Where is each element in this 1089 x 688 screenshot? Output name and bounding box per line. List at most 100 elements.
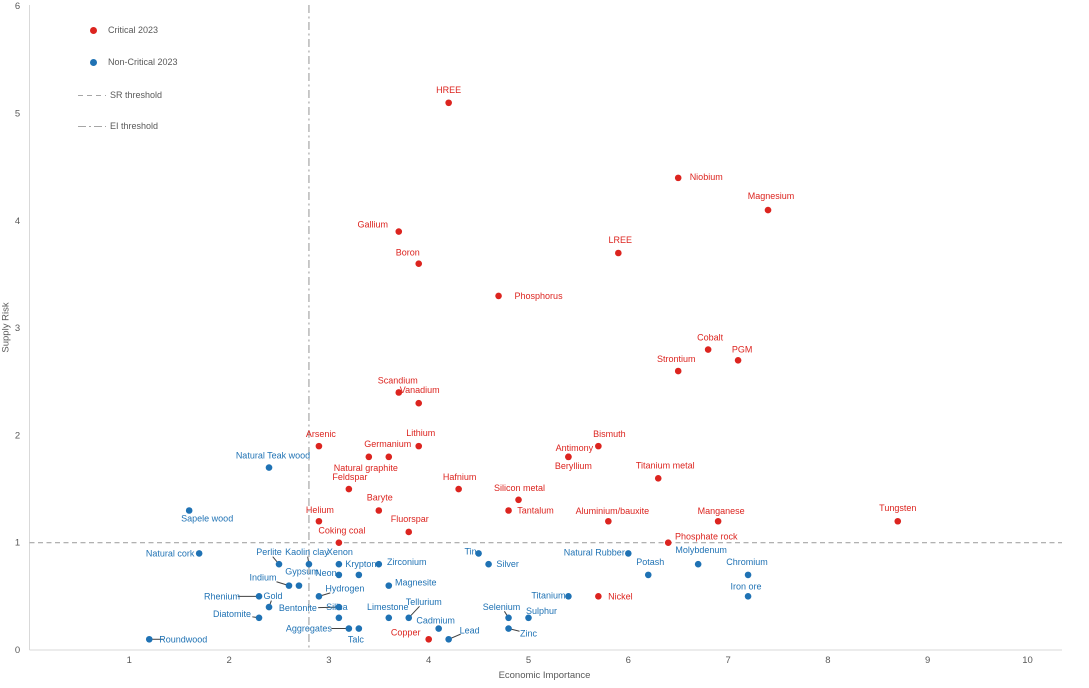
point-label-vanadium: Vanadium bbox=[400, 385, 440, 395]
point-label-hydrogen: Hydrogen bbox=[325, 583, 364, 593]
point-label-beryllium: Beryllium bbox=[555, 461, 592, 471]
point-label-pgm: PGM bbox=[732, 344, 753, 354]
point-label-xenon: Xenon bbox=[327, 547, 353, 557]
point-arsenic bbox=[315, 442, 323, 450]
point-strontium bbox=[674, 367, 682, 375]
point-label-hree: HREE bbox=[436, 85, 461, 95]
point-talc bbox=[355, 625, 363, 632]
dashed-line-icon bbox=[78, 94, 106, 96]
legend-critical-label: Critical 2023 bbox=[108, 25, 159, 35]
point-selenium bbox=[505, 614, 512, 622]
y-tick-label: 6 bbox=[15, 1, 20, 12]
point-tantalum bbox=[505, 507, 512, 514]
point-boron bbox=[415, 260, 423, 268]
point-nickel bbox=[595, 593, 602, 600]
point-perlite bbox=[275, 560, 283, 568]
point-label-lead: Lead bbox=[460, 625, 480, 635]
point-natural-rubber bbox=[625, 550, 632, 557]
point-label-rhenium: Rhenium bbox=[204, 591, 240, 601]
point-label-talc: Talc bbox=[348, 635, 365, 645]
point-tin bbox=[475, 550, 482, 557]
point-label-indium: Indium bbox=[249, 573, 276, 583]
point-label-iron-ore: Iron ore bbox=[731, 581, 762, 591]
point-pgm bbox=[734, 356, 742, 364]
point-label-chromium: Chromium bbox=[726, 557, 768, 567]
point-label-hafnium: Hafnium bbox=[443, 472, 477, 482]
point-label-kaolin-clay: Kaolin clay bbox=[285, 547, 329, 557]
point-sulphur bbox=[525, 614, 532, 622]
x-tick-label: 4 bbox=[426, 655, 431, 666]
point-label-gallium: Gallium bbox=[358, 220, 389, 230]
point-silicon-metal bbox=[515, 496, 522, 504]
point-niobium bbox=[674, 174, 682, 182]
point-coking-coal bbox=[335, 539, 343, 546]
leader-line-bentonite bbox=[318, 606, 339, 609]
point-hydrogen bbox=[315, 593, 323, 600]
point-label-gold: Gold bbox=[264, 591, 283, 601]
point-label-tungsten: Tungsten bbox=[879, 503, 916, 513]
point-phosphate-rock bbox=[664, 539, 672, 546]
point-silver bbox=[485, 560, 492, 568]
point-label-magnesite: Magnesite bbox=[395, 578, 437, 588]
y-tick-label: 3 bbox=[15, 323, 20, 334]
point-label-cobalt: Cobalt bbox=[697, 333, 724, 343]
point-label-aggregates: Aggregates bbox=[286, 624, 333, 634]
point-label-sulphur: Sulphur bbox=[526, 606, 557, 616]
point-label-bentonite: Bentonite bbox=[279, 603, 317, 613]
point-xenon bbox=[335, 560, 343, 568]
point-rhenium bbox=[255, 593, 263, 600]
point-gallium bbox=[395, 228, 403, 235]
point-potash bbox=[644, 571, 652, 579]
point-sapele-wood bbox=[185, 507, 193, 514]
x-tick-label: 3 bbox=[326, 655, 331, 666]
point-label-natural-graphite: Natural graphite bbox=[334, 463, 398, 473]
point-gold bbox=[265, 603, 273, 611]
point-label-perlite: Perlite bbox=[256, 547, 282, 557]
critical-dot-icon bbox=[90, 26, 97, 34]
point-natural-cork bbox=[195, 550, 203, 557]
point-label-cadmium: Cadmium bbox=[416, 616, 455, 626]
legend-item-ei-threshold: EI threshold bbox=[78, 121, 158, 131]
point-tungsten bbox=[894, 517, 902, 525]
point-kaolin-clay bbox=[305, 560, 313, 568]
point-beryllium bbox=[565, 453, 572, 461]
legend-item-critical: Critical 2023 bbox=[90, 25, 158, 35]
point-zinc bbox=[505, 625, 512, 632]
x-axis-title: Economic Importance bbox=[498, 670, 591, 681]
x-tick-label: 8 bbox=[825, 655, 830, 666]
point-helium bbox=[315, 517, 323, 525]
point-molybdenum bbox=[694, 560, 702, 568]
x-tick-label: 1 bbox=[127, 655, 132, 666]
y-tick-label: 1 bbox=[15, 538, 20, 549]
point-label-tantalum: Tantalum bbox=[517, 506, 554, 516]
point-cobalt bbox=[704, 346, 712, 353]
x-tick-label: 2 bbox=[226, 655, 231, 666]
x-tick-label: 7 bbox=[725, 655, 730, 666]
point-iron-ore bbox=[744, 593, 752, 600]
point-indium bbox=[285, 582, 293, 589]
point-hree bbox=[445, 99, 452, 107]
y-tick-label: 4 bbox=[15, 216, 20, 227]
point-silica bbox=[335, 614, 343, 622]
point-label-germanium: Germanium bbox=[364, 439, 411, 449]
legend-non-critical-label: Non-Critical 2023 bbox=[108, 57, 178, 67]
point-label-boron: Boron bbox=[396, 248, 420, 258]
point-label-arsenic: Arsenic bbox=[306, 429, 337, 439]
point-limestone bbox=[385, 614, 393, 622]
point-label-manganese: Manganese bbox=[698, 506, 745, 516]
point-feldspar bbox=[345, 485, 353, 493]
point-natural-graphite bbox=[365, 453, 373, 461]
point-chromium bbox=[744, 571, 752, 579]
x-tick-label: 10 bbox=[1022, 655, 1033, 666]
point-label-diatomite: Diatomite bbox=[213, 609, 251, 619]
point-label-scandium: Scandium bbox=[378, 375, 418, 385]
point-diatomite bbox=[255, 614, 263, 622]
point-label-bismuth: Bismuth bbox=[593, 429, 626, 439]
y-axis-title: Supply Risk bbox=[0, 302, 12, 353]
point-krypton bbox=[355, 571, 363, 579]
point-label-magnesium: Magnesium bbox=[748, 191, 795, 201]
point-magnesium bbox=[764, 206, 772, 214]
point-vanadium bbox=[415, 399, 423, 407]
point-cadmium bbox=[435, 625, 442, 632]
point-label-selenium: Selenium bbox=[483, 602, 521, 612]
